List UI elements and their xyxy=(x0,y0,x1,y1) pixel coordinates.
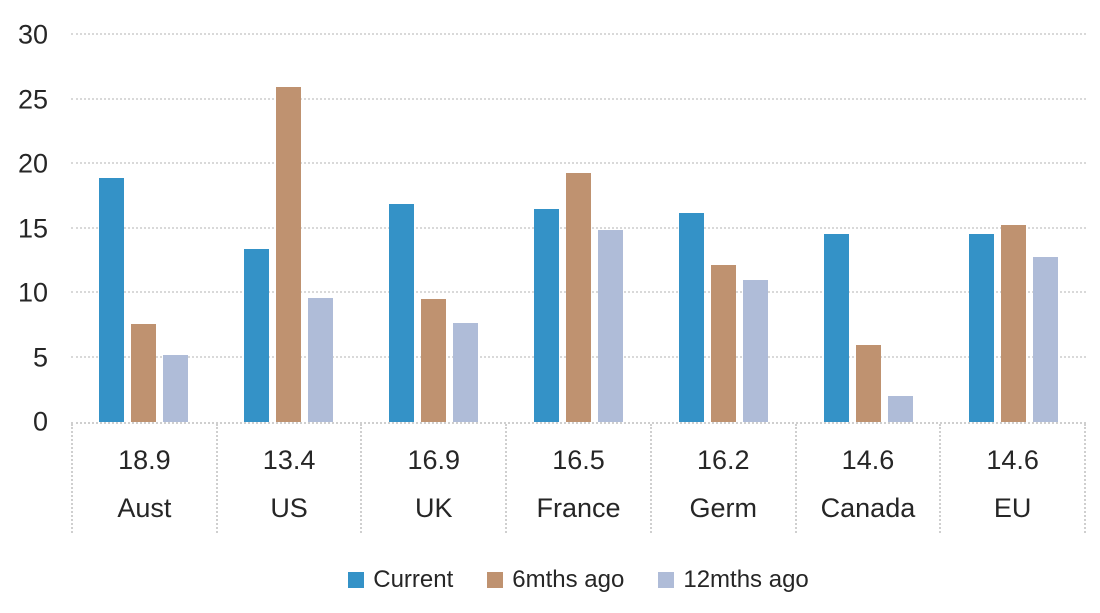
table-value-us: 13.4 xyxy=(262,444,316,475)
bar-6mths-ago-germ[interactable] xyxy=(711,264,736,422)
y-axis-tick-label-30: 30 xyxy=(17,19,48,50)
table-column-us: 13.4 US xyxy=(215,424,361,533)
legend: Current 6mths ago 12mths ago xyxy=(71,560,1086,600)
bar-12mths-ago-canada[interactable] xyxy=(888,396,913,422)
bar-12mths-ago-uk[interactable] xyxy=(453,322,478,422)
bar-6mths-ago-france[interactable] xyxy=(566,173,591,422)
bar-current-germ[interactable] xyxy=(679,213,704,422)
y-axis-tick-label-10: 10 xyxy=(17,277,48,308)
plot-area xyxy=(71,33,1086,422)
gridline-20 xyxy=(71,162,1086,165)
table-category-label-france: France xyxy=(536,493,621,524)
bar-group-canada xyxy=(796,35,941,422)
table-column-eu: 14.6 EU xyxy=(939,424,1087,533)
table-value-canada: 14.6 xyxy=(841,444,895,475)
legend-swatch-icon xyxy=(487,572,504,588)
legend-label: 6mths ago xyxy=(512,566,625,593)
legend-label: Current xyxy=(373,566,454,593)
table-value-france: 16.5 xyxy=(552,444,605,475)
bar-current-canada[interactable] xyxy=(824,233,849,422)
y-axis-tick-label-25: 25 xyxy=(17,84,48,114)
data-table: 18.9 Aust 13.4 US 16.9 UK 16.5 France 16.2 Germ 14… xyxy=(71,422,1087,533)
bar-current-france[interactable] xyxy=(534,209,559,422)
table-column-canada: 14.6 Canada xyxy=(794,424,940,533)
bar-group-us xyxy=(216,35,361,422)
bar-current-eu[interactable] xyxy=(969,233,994,422)
legend-item-6mths-ago[interactable]: 6mths ago xyxy=(487,568,624,592)
bar-current-aust[interactable] xyxy=(99,178,124,422)
table-category-label-aust: Aust xyxy=(117,493,172,524)
y-axis-tick-label-20: 20 xyxy=(17,148,48,179)
bar-group-aust xyxy=(71,35,216,422)
table-value-germ: 16.2 xyxy=(696,444,750,475)
gridline-25 xyxy=(71,97,1086,100)
table-column-aust: 18.9 Aust xyxy=(71,424,216,533)
bar-current-uk[interactable] xyxy=(389,204,414,422)
bar-group-uk xyxy=(361,35,506,422)
table-value-aust: 18.9 xyxy=(118,444,171,475)
bar-current-us[interactable] xyxy=(244,249,269,422)
table-column-germ: 16.2 Germ xyxy=(649,424,795,533)
table-column-uk: 16.9 UK xyxy=(360,424,505,533)
legend-item-current[interactable]: Current xyxy=(348,568,453,592)
bar-12mths-ago-eu[interactable] xyxy=(1033,256,1058,422)
y-axis-tick-label-15: 15 xyxy=(17,213,48,243)
table-category-label-canada: Canada xyxy=(820,493,916,524)
y-axis-tick-label-0: 0 xyxy=(32,406,48,437)
bar-group-france xyxy=(506,35,651,422)
bar-groups xyxy=(71,35,1086,422)
legend-swatch-icon xyxy=(348,572,365,588)
legend-swatch-icon xyxy=(658,572,675,588)
bar-12mths-ago-germ[interactable] xyxy=(743,280,768,422)
table-column-france: 16.5 France xyxy=(505,424,650,533)
table-category-label-us: US xyxy=(270,493,308,524)
bar-12mths-ago-france[interactable] xyxy=(598,229,623,422)
table-value-eu: 14.6 xyxy=(986,444,1039,475)
bar-12mths-ago-aust[interactable] xyxy=(163,354,188,422)
bar-6mths-ago-uk[interactable] xyxy=(421,299,446,422)
bar-6mths-ago-aust[interactable] xyxy=(131,323,156,422)
y-axis: 0 5 10 15 20 25 30 xyxy=(0,21,48,435)
table-category-label-eu: EU xyxy=(993,493,1032,524)
bar-12mths-ago-us[interactable] xyxy=(308,298,333,422)
bar-6mths-ago-eu[interactable] xyxy=(1001,224,1026,422)
bar-group-eu xyxy=(941,35,1086,422)
y-axis-tick-label-5: 5 xyxy=(32,342,48,373)
bar-group-germ xyxy=(651,35,796,422)
bar-6mths-ago-us[interactable] xyxy=(276,86,301,422)
legend-item-12mths-ago[interactable]: 12mths ago xyxy=(658,566,809,593)
table-category-label-germ: Germ xyxy=(689,493,757,524)
table-category-label-uk: UK xyxy=(415,493,453,524)
table-value-uk: 16.9 xyxy=(407,444,461,475)
legend-label: 12mths ago xyxy=(683,566,809,593)
gridline-30 xyxy=(71,33,1086,35)
bar-6mths-ago-canada[interactable] xyxy=(856,344,881,422)
